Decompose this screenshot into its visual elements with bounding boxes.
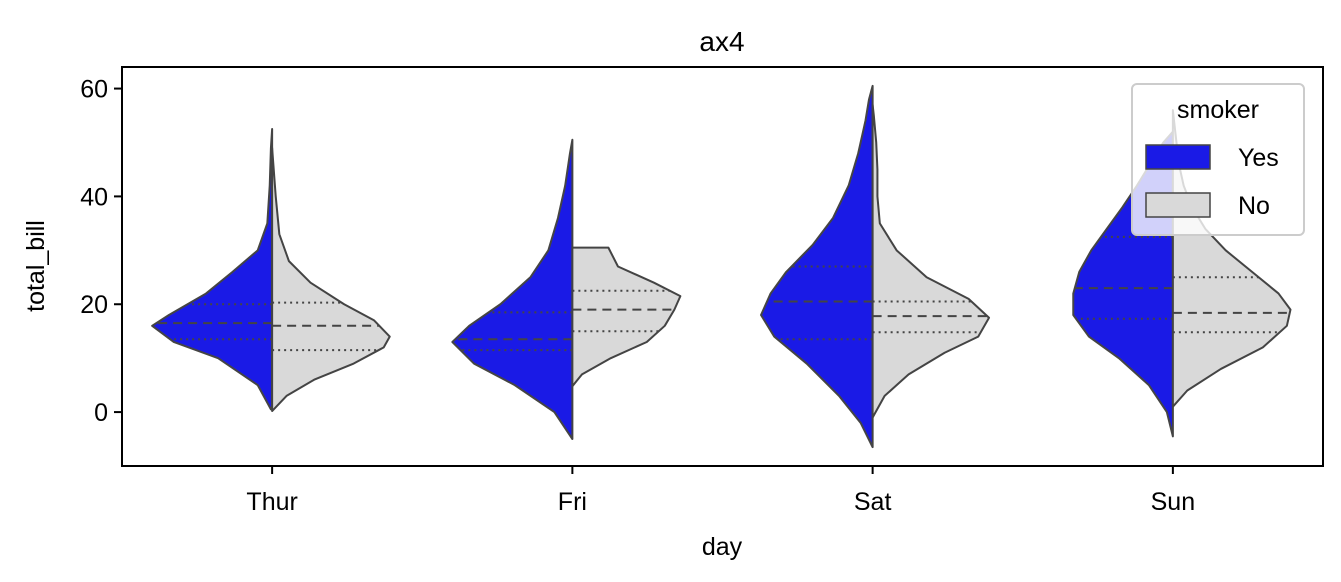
y-tick-label: 40 [80,183,108,211]
y-axis-label: total_bill [22,220,50,312]
legend-swatch-yes [1145,144,1211,170]
violin-no-fri [571,246,682,388]
legend: smoker Yes No [1131,83,1305,236]
legend-title: smoker [1177,96,1259,124]
legend-label-yes: Yes [1238,144,1279,172]
violin-yes-thur [151,128,274,411]
legend-items: Yes No [1145,144,1279,220]
violin-yes-fri [451,138,574,441]
x-axis: Thur Fri Sat Sun [246,466,1195,516]
violin-no-sat [871,103,991,419]
chart-title: ax4 [699,26,744,57]
y-axis: 0 20 40 60 [80,76,122,427]
x-tick-label: Thur [246,488,297,516]
x-tick-label: Fri [558,488,587,516]
violin-no-thur [271,146,391,413]
violins-layer [151,84,1292,449]
legend-label-no: No [1238,192,1270,220]
x-tick-label: Sat [854,488,892,516]
plot-frame [121,66,1324,467]
y-tick-label: 20 [80,291,108,319]
x-axis-label: day [702,533,743,561]
y-tick-label: 0 [94,399,108,427]
legend-swatch-no [1145,192,1211,218]
y-tick-label: 60 [80,76,108,104]
x-tick-label: Sun [1151,488,1195,516]
